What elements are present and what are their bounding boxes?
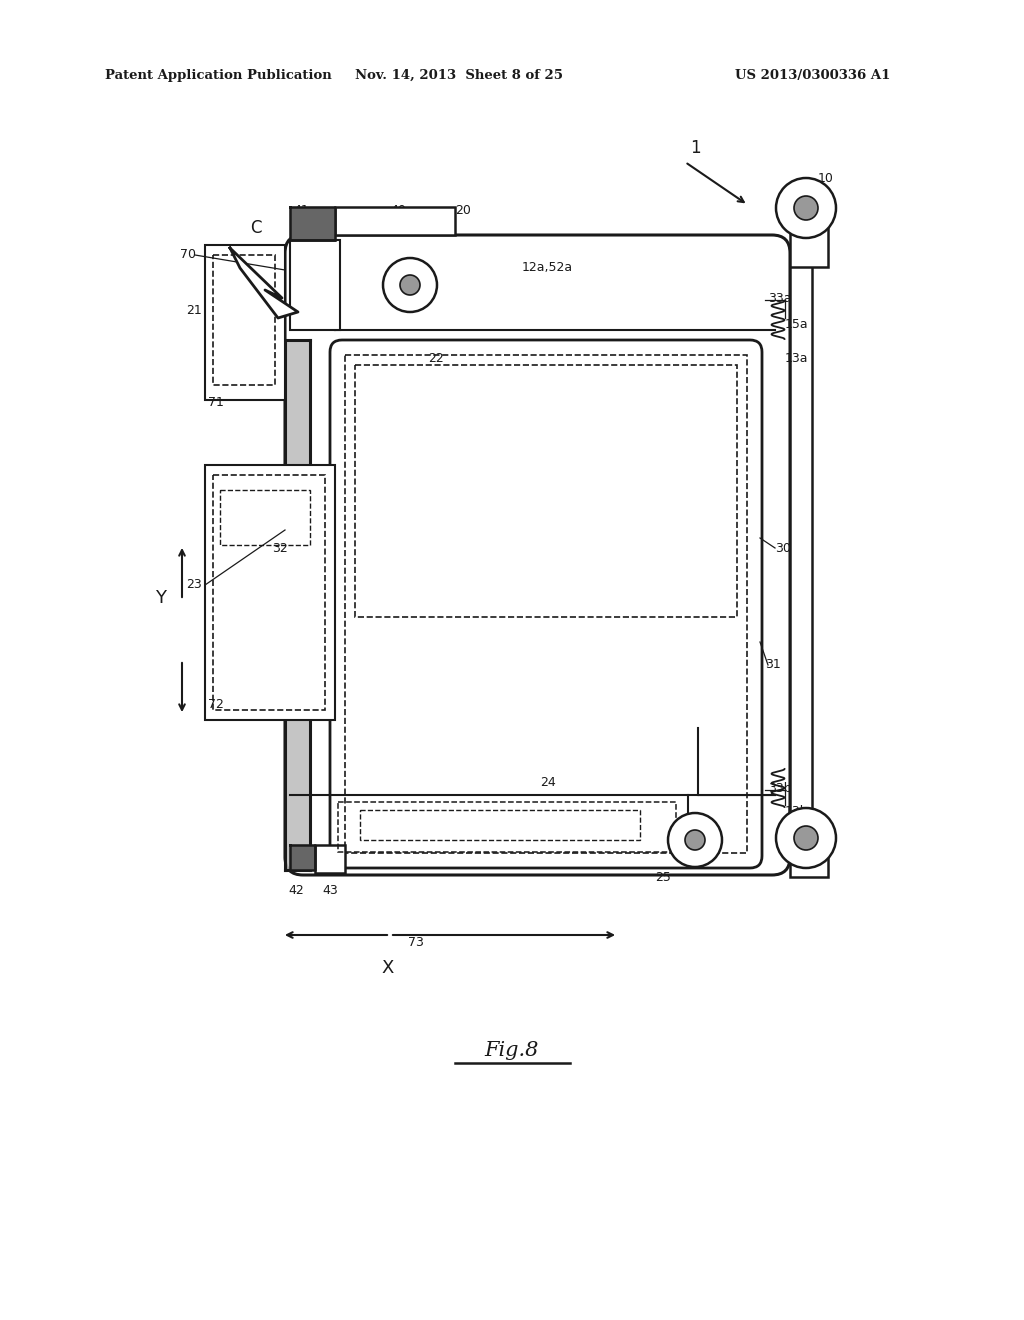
Text: 33a: 33a bbox=[768, 292, 792, 305]
Text: 72: 72 bbox=[208, 698, 224, 711]
Text: 70: 70 bbox=[180, 248, 196, 261]
Text: Patent Application Publication: Patent Application Publication bbox=[105, 69, 332, 82]
Bar bbox=[205, 246, 285, 400]
Text: 1: 1 bbox=[690, 139, 700, 157]
FancyBboxPatch shape bbox=[285, 235, 790, 875]
Text: 24: 24 bbox=[540, 776, 556, 788]
Circle shape bbox=[400, 275, 420, 294]
Bar bbox=[315, 845, 345, 873]
Text: 40: 40 bbox=[390, 203, 406, 216]
Bar bbox=[213, 475, 325, 710]
Text: 15a: 15a bbox=[785, 318, 809, 331]
Bar bbox=[338, 803, 676, 851]
Text: 22: 22 bbox=[428, 351, 443, 364]
Polygon shape bbox=[290, 207, 335, 240]
Text: 13b: 13b bbox=[785, 805, 809, 818]
Circle shape bbox=[668, 813, 722, 867]
Text: 32: 32 bbox=[272, 541, 288, 554]
Bar bbox=[790, 837, 828, 876]
Bar bbox=[345, 355, 746, 853]
Text: 42: 42 bbox=[288, 883, 304, 896]
Text: 21: 21 bbox=[186, 304, 202, 317]
Circle shape bbox=[776, 808, 836, 869]
Bar bbox=[205, 465, 335, 719]
Text: 23: 23 bbox=[186, 578, 202, 591]
Circle shape bbox=[685, 830, 705, 850]
Bar bbox=[220, 490, 310, 545]
Text: 20: 20 bbox=[455, 203, 471, 216]
Text: 71: 71 bbox=[208, 396, 224, 408]
Polygon shape bbox=[290, 845, 315, 870]
Text: X: X bbox=[382, 960, 394, 977]
Text: US 2013/0300336 A1: US 2013/0300336 A1 bbox=[735, 69, 891, 82]
Text: Fig.8: Fig.8 bbox=[484, 1040, 540, 1060]
Text: 12a,52a: 12a,52a bbox=[522, 261, 573, 275]
Bar bbox=[335, 207, 455, 235]
Polygon shape bbox=[285, 341, 310, 870]
Text: 10: 10 bbox=[818, 172, 834, 185]
Circle shape bbox=[794, 826, 818, 850]
Text: 41: 41 bbox=[293, 203, 309, 216]
Text: 43: 43 bbox=[322, 883, 338, 896]
Text: C: C bbox=[250, 219, 261, 238]
FancyBboxPatch shape bbox=[330, 341, 762, 869]
Bar bbox=[360, 810, 640, 840]
Bar bbox=[355, 366, 737, 616]
Polygon shape bbox=[230, 248, 298, 318]
Text: 33b: 33b bbox=[768, 781, 792, 795]
Circle shape bbox=[794, 195, 818, 220]
Bar bbox=[290, 240, 340, 330]
Bar bbox=[790, 255, 812, 855]
Circle shape bbox=[776, 178, 836, 238]
Text: 15b: 15b bbox=[785, 832, 809, 845]
Text: 30: 30 bbox=[775, 541, 791, 554]
Text: 73: 73 bbox=[408, 936, 424, 949]
Text: Nov. 14, 2013  Sheet 8 of 25: Nov. 14, 2013 Sheet 8 of 25 bbox=[355, 69, 563, 82]
Text: 13a: 13a bbox=[785, 351, 809, 364]
Bar bbox=[213, 255, 275, 385]
Bar bbox=[790, 227, 828, 267]
Text: 31: 31 bbox=[765, 659, 780, 672]
Text: 25: 25 bbox=[655, 871, 671, 884]
Circle shape bbox=[383, 257, 437, 312]
Text: Y: Y bbox=[155, 589, 166, 607]
